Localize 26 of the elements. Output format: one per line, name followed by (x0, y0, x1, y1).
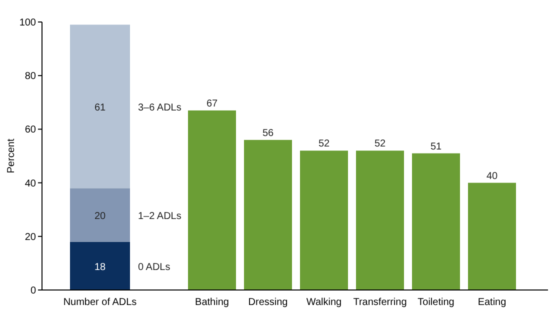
y-axis-title: Percent (6, 138, 17, 174)
data-label: 67 (206, 98, 218, 110)
data-label: 18 (94, 262, 106, 273)
y-tick-label: 60 (24, 124, 36, 136)
x-tick-label: Bathing (195, 297, 229, 308)
data-label: 52 (318, 138, 330, 150)
y-tick-label: 100 (19, 18, 36, 28)
series-label: 0 ADLs (138, 262, 170, 273)
data-label: 40 (486, 170, 498, 182)
data-label: 56 (262, 128, 274, 139)
x-tick-label: Eating (478, 297, 506, 308)
x-tick-label: Transferring (353, 297, 407, 308)
data-label: 61 (94, 102, 106, 114)
data-label: 51 (430, 141, 442, 152)
x-tick-label: Number of ADLs (63, 297, 137, 308)
series-label: 3–6 ADLs (138, 102, 182, 114)
y-tick-label: 20 (24, 232, 36, 243)
y-tick-label: 80 (24, 71, 36, 82)
series-label: 1–2 ADLs (138, 210, 182, 222)
y-tick-label: 40 (24, 178, 36, 190)
x-tick-label: Walking (306, 297, 342, 308)
y-tick-label: 0 (30, 286, 36, 296)
x-tick-label: Dressing (248, 297, 288, 308)
x-tick-label: Toileting (418, 297, 454, 308)
data-label: 20 (94, 210, 106, 222)
data-label: 52 (374, 138, 386, 150)
